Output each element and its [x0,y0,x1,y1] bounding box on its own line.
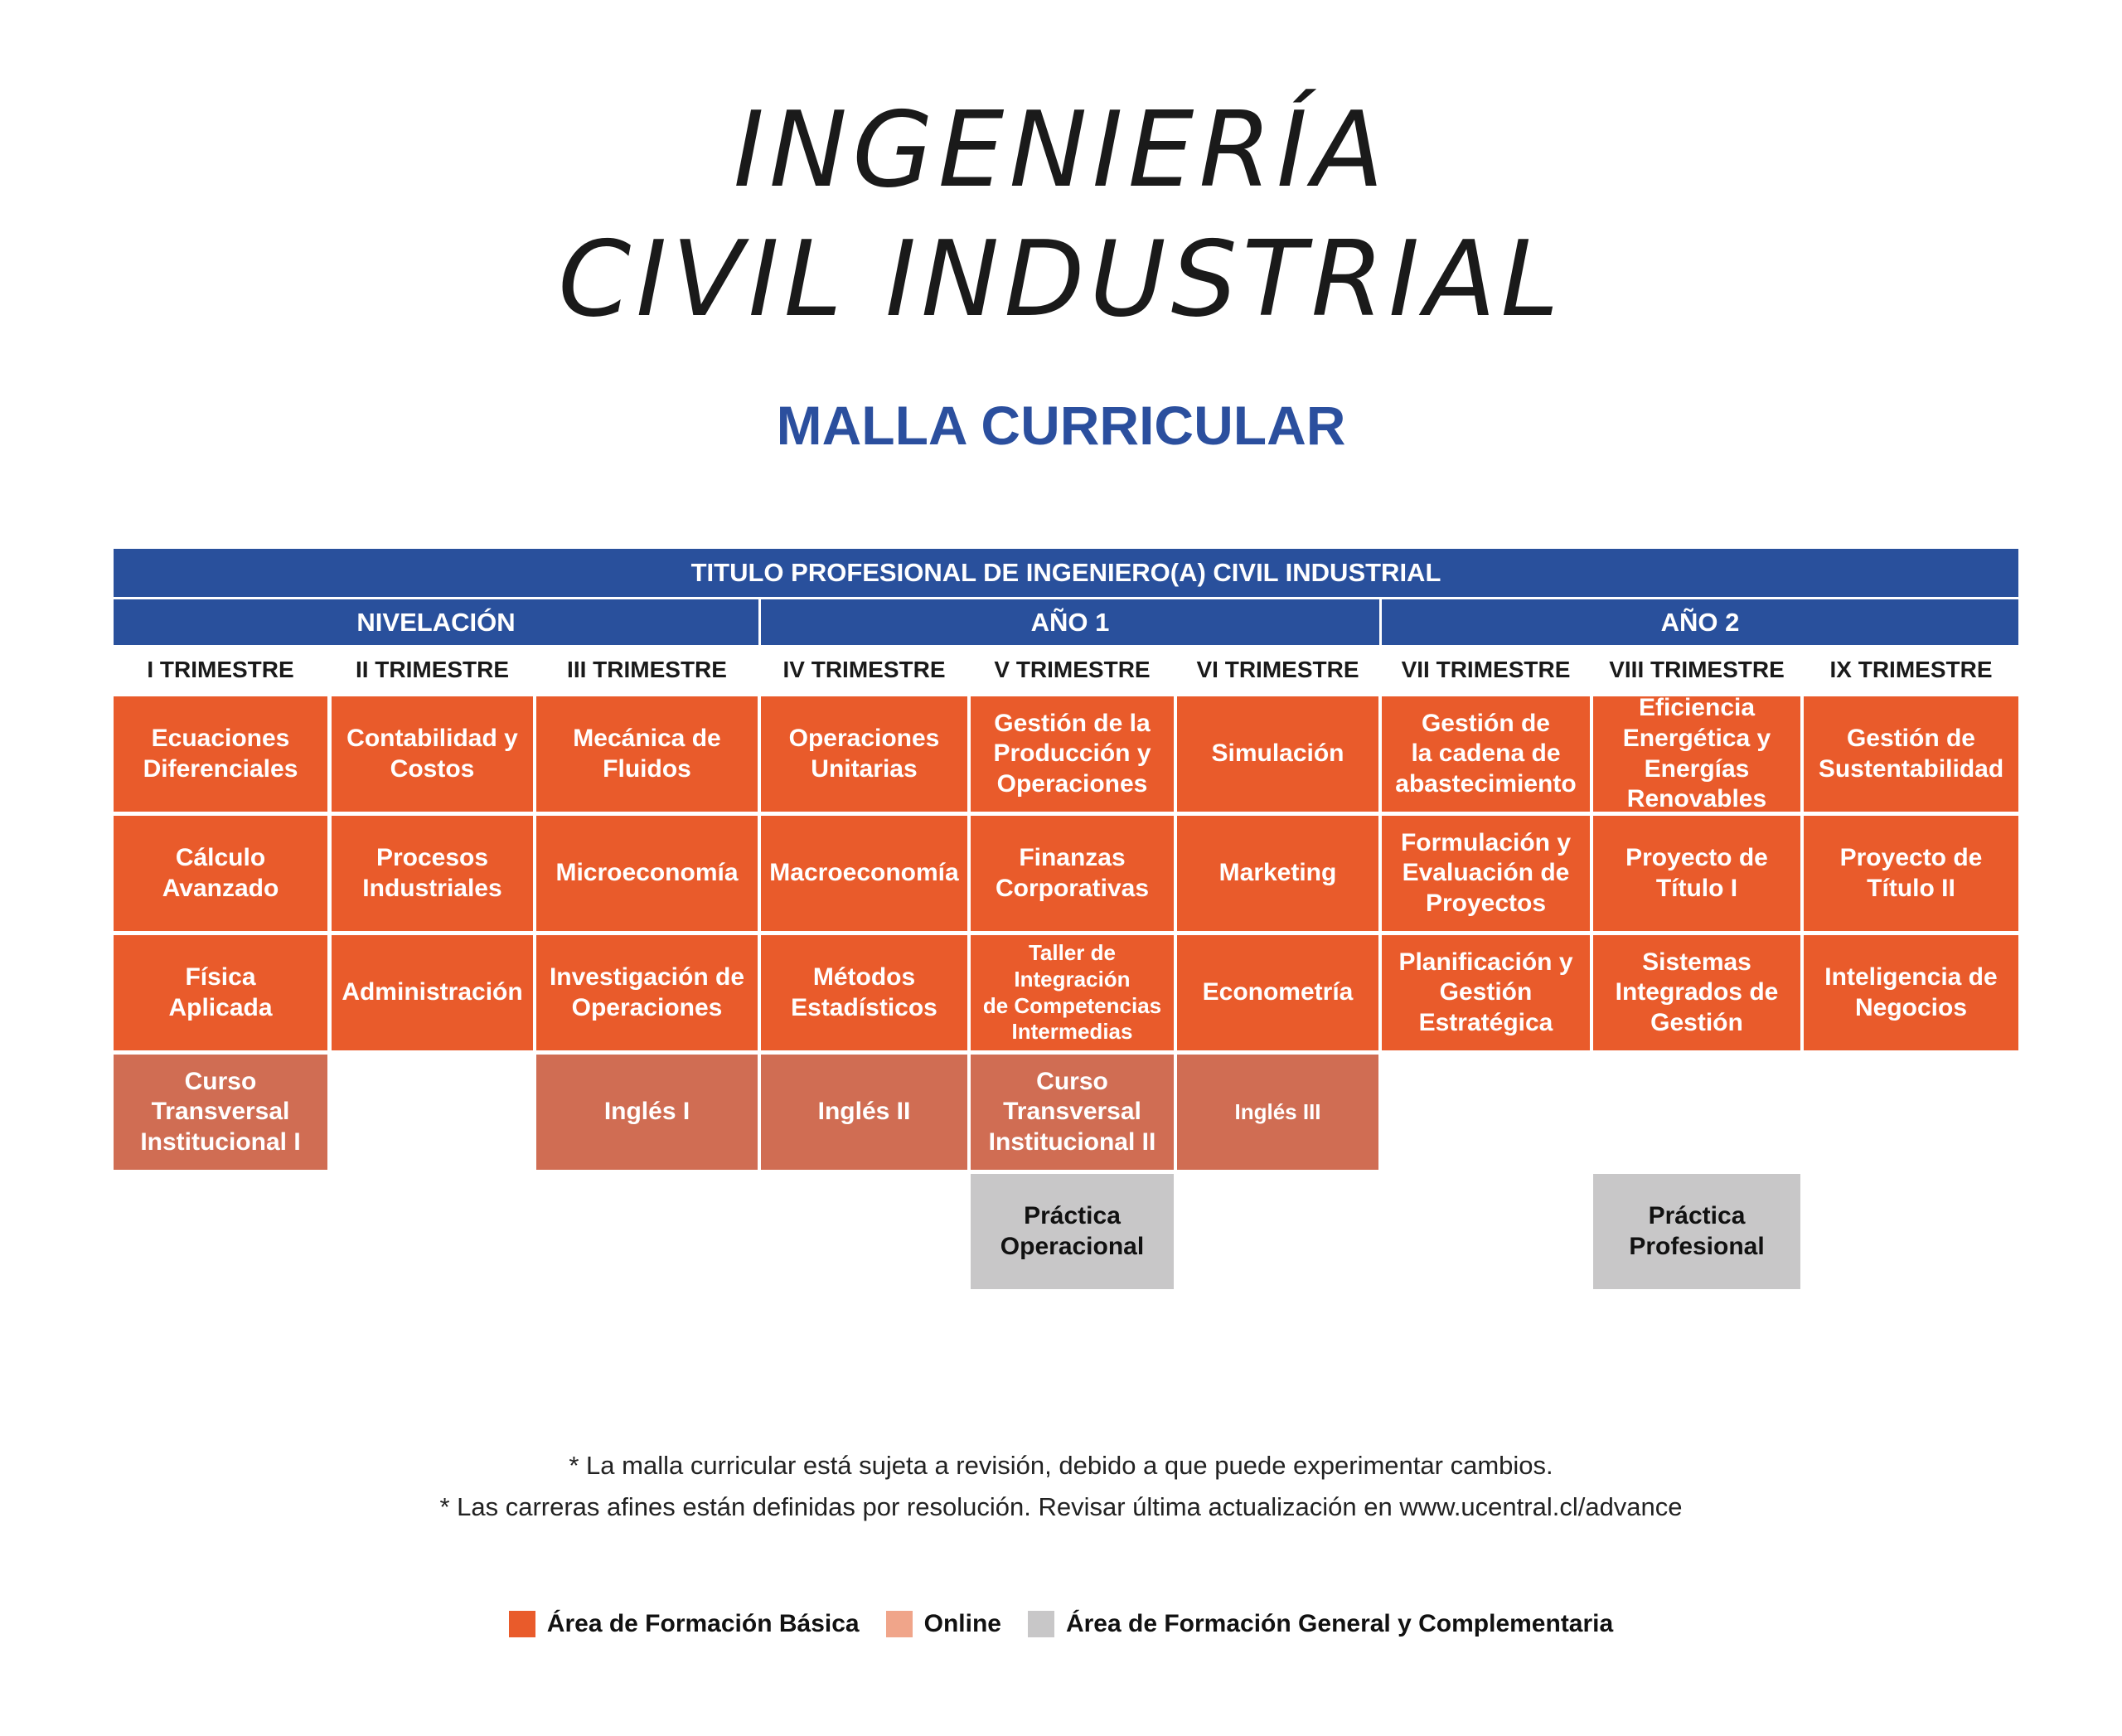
course-cell: Sistemas Integrados de Gestión [1593,935,1800,1050]
course-cell: Práctica Operacional [971,1174,1174,1289]
course-cell: Marketing [1177,816,1378,931]
trimester-header: III TRIMESTRE [567,657,727,682]
course-cell: Formulación y Evaluación de Proyectos [1382,816,1590,931]
trimester-header: II TRIMESTRE [355,657,510,682]
legend: Área de Formación Básica Online Área de … [0,1610,2122,1638]
course-cell: Contabilidad y Costos [332,696,533,812]
course-cell: Gestión de la Producción y Operaciones [971,696,1174,812]
course-cell: Planificación y Gestión Estratégica [1382,935,1590,1050]
course-cell: Mecánica de Fluidos [536,696,758,812]
course-cell: Inglés III [1177,1055,1378,1170]
course-cell: Física Aplicada [114,935,327,1050]
course-cell: Eficiencia Energética y Energías Renovab… [1593,694,1800,812]
legend-swatch-online [885,1611,913,1637]
legend-item-online: Online [885,1610,1001,1638]
course-cell: Microeconomía [536,816,758,931]
course-cell: Curso Transversal Institucional II [971,1055,1174,1170]
course-cell: Gestión de la cadena de abastecimiento [1382,696,1590,812]
course-cell: Cálculo Avanzado [114,816,327,931]
course-cell: Inglés II [761,1055,967,1170]
trimester-header: I TRIMESTRE [147,657,294,682]
course-cell: Inglés I [536,1055,758,1170]
course-cell: Administración [332,935,533,1050]
group-header-nivelacion: NIVELACIÓN [114,599,758,645]
legend-label-online: Online [923,1610,1001,1637]
course-cell: Simulación [1177,696,1378,812]
course-cell: Gestión de Sustentabilidad [1804,696,2018,812]
course-cell: Macroeconomía [761,816,967,931]
course-cell: Taller de Integración de Competencias In… [971,935,1174,1050]
trimester-header: IX TRIMESTRE [1829,657,1993,682]
course-cell: Práctica Profesional [1593,1174,1800,1289]
trimester-header: VI TRIMESTRE [1196,657,1359,682]
course-cell: Econometría [1177,935,1378,1050]
trimester-header: V TRIMESTRE [994,657,1151,682]
course-cell: Finanzas Corporativas [971,816,1174,931]
legend-swatch-general [1027,1611,1054,1637]
trimester-header: VIII TRIMESTRE [1609,657,1785,682]
course-cell: Proyecto de Título II [1804,816,2018,931]
degree-header: TITULO PROFESIONAL DE INGENIERO(A) CIVIL… [114,549,2018,597]
course-cell: Operaciones Unitarias [761,696,967,812]
legend-item-general: Área de Formación General y Complementar… [1027,1610,1614,1638]
page-subtitle: MALLA CURRICULAR [776,395,1346,456]
course-cell: Métodos Estadísticos [761,935,967,1050]
course-cell: Proyecto de Título I [1593,816,1800,931]
course-cell: Procesos Industriales [332,816,533,931]
title-line-2: CIVIL INDUSTRIAL [558,218,1564,340]
trimester-header: VII TRIMESTRE [1401,657,1571,682]
footnote-revision: * La malla curricular está sujeta a revi… [569,1451,1553,1480]
legend-swatch-basica [508,1611,535,1637]
course-cell: Investigación de Operaciones [536,935,758,1050]
legend-label-general: Área de Formación General y Complementar… [1065,1610,1614,1637]
course-cell: Inteligencia de Negocios [1804,935,2018,1050]
footnote-resolution: * Las carreras afines están definidas po… [439,1492,1683,1521]
group-header-ano-1: AÑO 1 [761,599,1379,645]
legend-item-basica: Área de Formación Básica [508,1610,860,1638]
course-cell: Ecuaciones Diferenciales [114,696,327,812]
group-header-ano-2: AÑO 2 [1382,599,2018,645]
title-line-1: INGENIERÍA [733,89,1389,211]
trimester-header: IV TRIMESTRE [782,657,946,682]
legend-label-basica: Área de Formación Básica [546,1610,860,1637]
course-cell: Curso Transversal Institucional I [114,1055,327,1170]
